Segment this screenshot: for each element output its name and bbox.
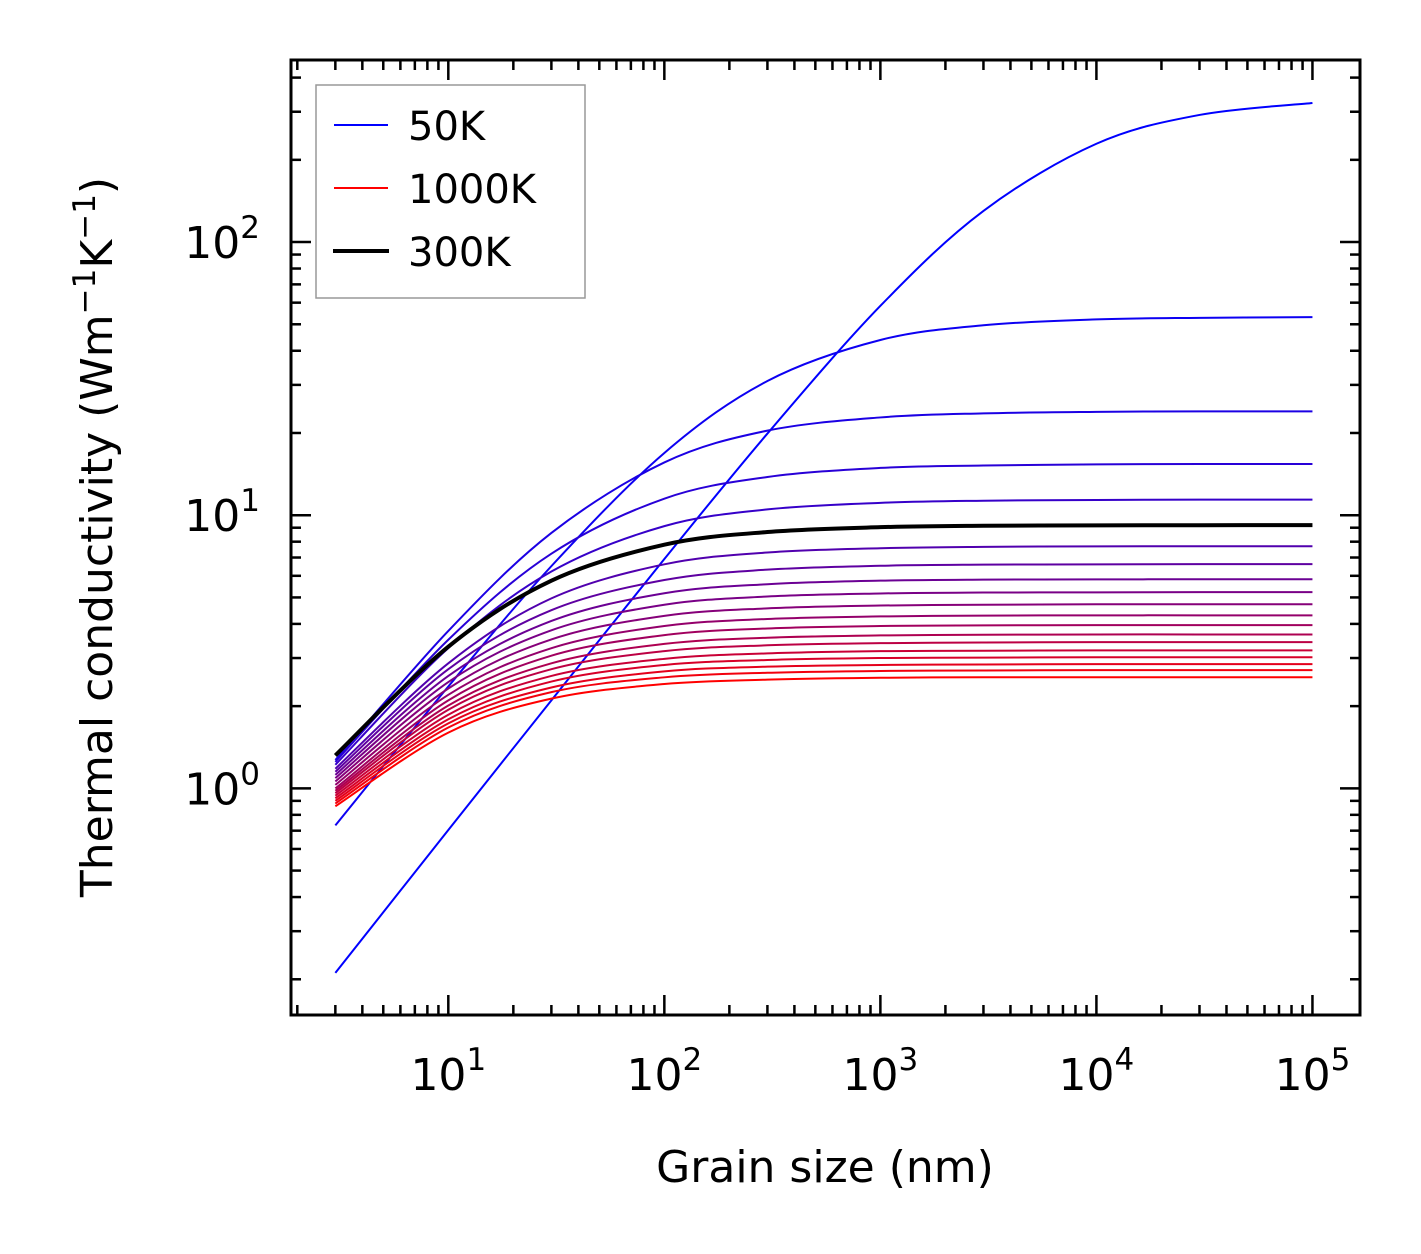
y-axis-label-sup1: −1	[67, 269, 103, 315]
x-tick-label: 103	[843, 1042, 919, 1101]
series-line-650k	[334, 624, 1313, 790]
x-tick-label-exponent: 4	[1115, 1042, 1135, 1078]
x-tick-label: 104	[1059, 1042, 1135, 1101]
series-line-900k	[334, 663, 1313, 802]
legend-frame	[315, 84, 586, 299]
x-tick-label: 101	[410, 1042, 486, 1101]
series-line-150k	[334, 410, 1313, 761]
series-line-100k	[334, 316, 1313, 827]
y-tick-label-exponent: 1	[240, 483, 260, 519]
series-line-850k	[334, 656, 1313, 800]
y-tick-label-exponent: 2	[240, 210, 260, 246]
series-line-700k	[334, 633, 1313, 792]
ticks-layer	[291, 60, 1360, 1015]
series-line-550k	[334, 603, 1313, 783]
x-axis-label: Grain size (nm)	[656, 1142, 994, 1193]
x-tick-label-exponent: 2	[682, 1042, 702, 1078]
series-line-500k	[334, 591, 1313, 779]
series-line-300k	[333, 523, 1313, 757]
x-tick-label-base: 10	[1059, 1050, 1115, 1101]
series-line-400k	[334, 563, 1313, 773]
series-layer	[333, 101, 1313, 974]
y-tick-label-base: 10	[184, 491, 240, 542]
series-line-200k	[334, 462, 1313, 763]
x-tick-label: 102	[626, 1042, 702, 1101]
y-tick-label: 101	[184, 483, 260, 542]
x-tick-label-exponent: 3	[899, 1042, 919, 1078]
x-tick-label-base: 10	[1275, 1050, 1331, 1101]
series-line-800k	[334, 649, 1313, 797]
series-line-750k	[334, 641, 1313, 795]
y-tick-label-base: 10	[184, 764, 240, 815]
series-line-600k	[334, 614, 1313, 786]
x-tick-label-base: 10	[626, 1050, 682, 1101]
y-axis-label-main: Thermal conductivity (Wm	[72, 314, 123, 898]
y-tick-label: 102	[184, 210, 260, 269]
x-tick-label-base: 10	[843, 1050, 899, 1101]
y-tick-label-exponent: 0	[240, 756, 260, 792]
x-tick-label-exponent: 5	[1331, 1042, 1351, 1078]
legend-label-1000k: 1000K	[408, 167, 538, 213]
series-line-450k	[334, 578, 1313, 776]
series-line-1000k	[334, 676, 1313, 808]
y-tick-label-base: 10	[184, 218, 240, 269]
y-axis-label-close: )	[72, 177, 123, 194]
series-line-50k	[334, 101, 1313, 974]
y-axis-label-sup2: −1	[67, 194, 103, 240]
y-axis-label-mid: K	[72, 239, 123, 269]
legend-label-50k: 50K	[408, 104, 487, 150]
legend-label-300k: 300K	[408, 230, 512, 276]
axes-frame	[289, 58, 1362, 1017]
y-tick-label: 100	[184, 756, 260, 815]
x-tick-label-base: 10	[410, 1050, 466, 1101]
x-tick-label-exponent: 1	[466, 1042, 486, 1078]
x-tick-label: 105	[1275, 1042, 1351, 1101]
series-line-350k	[334, 545, 1313, 770]
series-line-950k	[334, 669, 1313, 805]
legend: 50K 1000K 300K	[315, 84, 586, 299]
y-axis-label: Thermal conductivity (Wm−1K−1)	[67, 177, 123, 898]
